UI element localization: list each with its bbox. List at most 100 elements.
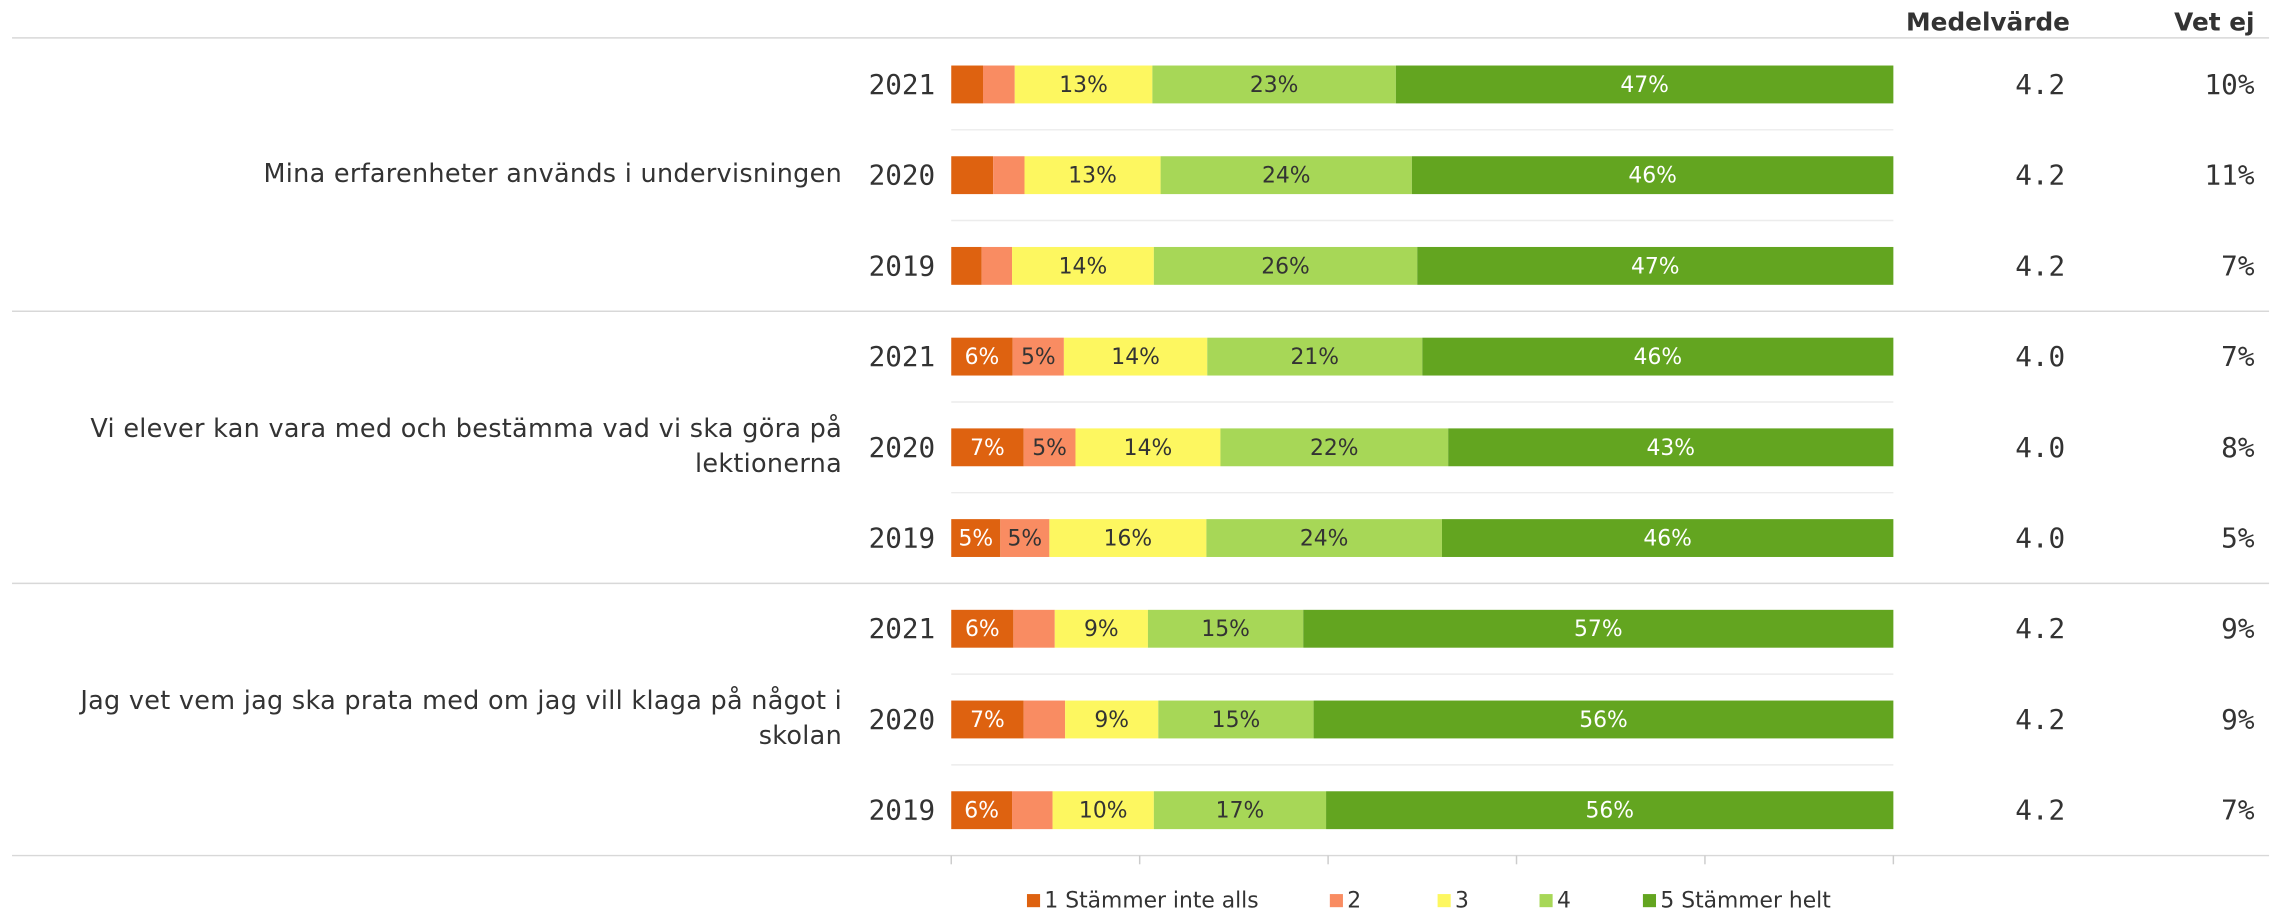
bar-segment — [951, 791, 1013, 830]
bar-segment — [951, 246, 982, 285]
mean-value: 4.2 — [2015, 159, 2065, 192]
segment-label: 9% — [1094, 708, 1129, 733]
year-label: 2019 — [869, 249, 936, 282]
bar-segment — [1303, 609, 1894, 648]
year-label: 2020 — [869, 431, 936, 464]
mean-header: Medelvärde — [1906, 7, 2070, 36]
bar-segment — [1411, 156, 1894, 195]
segment-label: 57% — [1574, 617, 1623, 642]
bar-segment — [1422, 337, 1894, 376]
segment-label: 15% — [1212, 708, 1261, 733]
segment-label: 5% — [1021, 345, 1056, 370]
year-label: 2021 — [869, 68, 936, 101]
legend-swatch — [1539, 894, 1553, 908]
bar-segment — [951, 65, 984, 104]
segment-label: 23% — [1250, 73, 1299, 98]
bar-segment — [1153, 791, 1327, 830]
legend-label: 4 — [1557, 888, 1571, 913]
legend-label: 3 — [1455, 888, 1469, 913]
bar-segment — [1049, 519, 1207, 557]
bar-segment — [993, 156, 1025, 195]
segment-label: 6% — [965, 345, 1000, 370]
year-label: 2020 — [869, 703, 936, 736]
segment-label: 14% — [1124, 436, 1173, 461]
bar-segment — [951, 337, 1013, 376]
bar-segment — [1023, 428, 1076, 467]
bar-segment — [1441, 519, 1894, 557]
segment-label: 5% — [1032, 436, 1067, 461]
segment-label: 17% — [1216, 799, 1265, 824]
bar-segment — [1065, 700, 1159, 739]
segment-label: 47% — [1620, 73, 1669, 98]
bar-segment — [1000, 519, 1050, 557]
dont-know-value: 9% — [2221, 612, 2255, 645]
segment-label: 14% — [1111, 345, 1160, 370]
mean-value: 4.2 — [2015, 794, 2065, 827]
bar-segment — [1063, 337, 1208, 376]
segment-label: 26% — [1261, 254, 1310, 279]
bar-segment — [951, 700, 1024, 739]
bar-segment — [1395, 65, 1894, 104]
segment-label: 6% — [964, 799, 999, 824]
bar-segment — [1054, 609, 1148, 648]
bar-segment — [1075, 428, 1221, 467]
segment-label: 16% — [1104, 526, 1153, 551]
mean-value: 4.0 — [2015, 431, 2065, 464]
segment-label: 56% — [1585, 799, 1634, 824]
segment-label: 10% — [1079, 799, 1128, 824]
bar-segment — [1206, 519, 1442, 557]
group-label: Mina erfarenheter används i undervisning… — [263, 160, 843, 190]
bar-segment — [1326, 791, 1894, 830]
legend-label: 2 — [1347, 888, 1361, 913]
segment-label: 46% — [1643, 526, 1692, 551]
bar-segment — [1417, 246, 1894, 285]
segment-label: 24% — [1300, 526, 1349, 551]
bar-segment — [1153, 246, 1418, 285]
bar-segment — [1013, 609, 1055, 648]
segment-label: 47% — [1631, 254, 1680, 279]
segment-label: 14% — [1059, 254, 1108, 279]
segment-label: 5% — [1008, 526, 1043, 551]
bar-segment — [981, 246, 1013, 285]
segment-label: 13% — [1068, 164, 1117, 189]
group-label: Vi elever kan vara med och bestämma vad … — [90, 415, 843, 480]
dont-know-value: 7% — [2221, 794, 2255, 827]
dont-know-header: Vet ej — [2174, 7, 2254, 36]
bar-segment — [951, 156, 994, 195]
segment-label: 21% — [1291, 345, 1340, 370]
year-label: 2019 — [869, 794, 936, 827]
group-label-box: Vi elever kan vara med och bestämma vad … — [90, 415, 843, 480]
mean-value: 4.2 — [2015, 703, 2065, 736]
bar-segment — [1220, 428, 1449, 467]
segment-label: 22% — [1310, 436, 1359, 461]
legend-label: 1 Stämmer inte alls — [1044, 888, 1258, 913]
dont-know-value: 10% — [2205, 68, 2255, 101]
bar-segment — [1147, 609, 1304, 648]
legend-swatch — [1026, 894, 1041, 908]
bar-segment — [983, 65, 1015, 104]
legend-label: 5 Stämmer helt — [1660, 888, 1831, 913]
segment-label: 56% — [1579, 708, 1628, 733]
bar-segment — [951, 519, 1001, 557]
legend-swatch — [1642, 894, 1657, 908]
segment-label: 15% — [1201, 617, 1250, 642]
bar-segment — [1012, 246, 1154, 285]
segment-label: 13% — [1059, 73, 1108, 98]
mean-value: 4.2 — [2015, 249, 2065, 282]
bar-segment — [1014, 65, 1153, 104]
segment-label: 24% — [1262, 164, 1311, 189]
bar-segment — [1448, 428, 1894, 467]
mean-value: 4.2 — [2015, 612, 2065, 645]
bar-segment — [1158, 700, 1314, 739]
legend-swatch — [1329, 894, 1343, 908]
segment-label: 5% — [958, 526, 993, 551]
year-label: 2021 — [869, 340, 936, 373]
segment-label: 46% — [1628, 164, 1677, 189]
segment-label: 7% — [970, 436, 1005, 461]
year-label: 2020 — [869, 159, 936, 192]
dont-know-value: 11% — [2205, 159, 2255, 192]
group-label-box: Jag vet vem jag ska prata med om jag vil… — [80, 687, 841, 751]
segment-label: 43% — [1647, 436, 1696, 461]
bar-segment — [1023, 700, 1066, 739]
